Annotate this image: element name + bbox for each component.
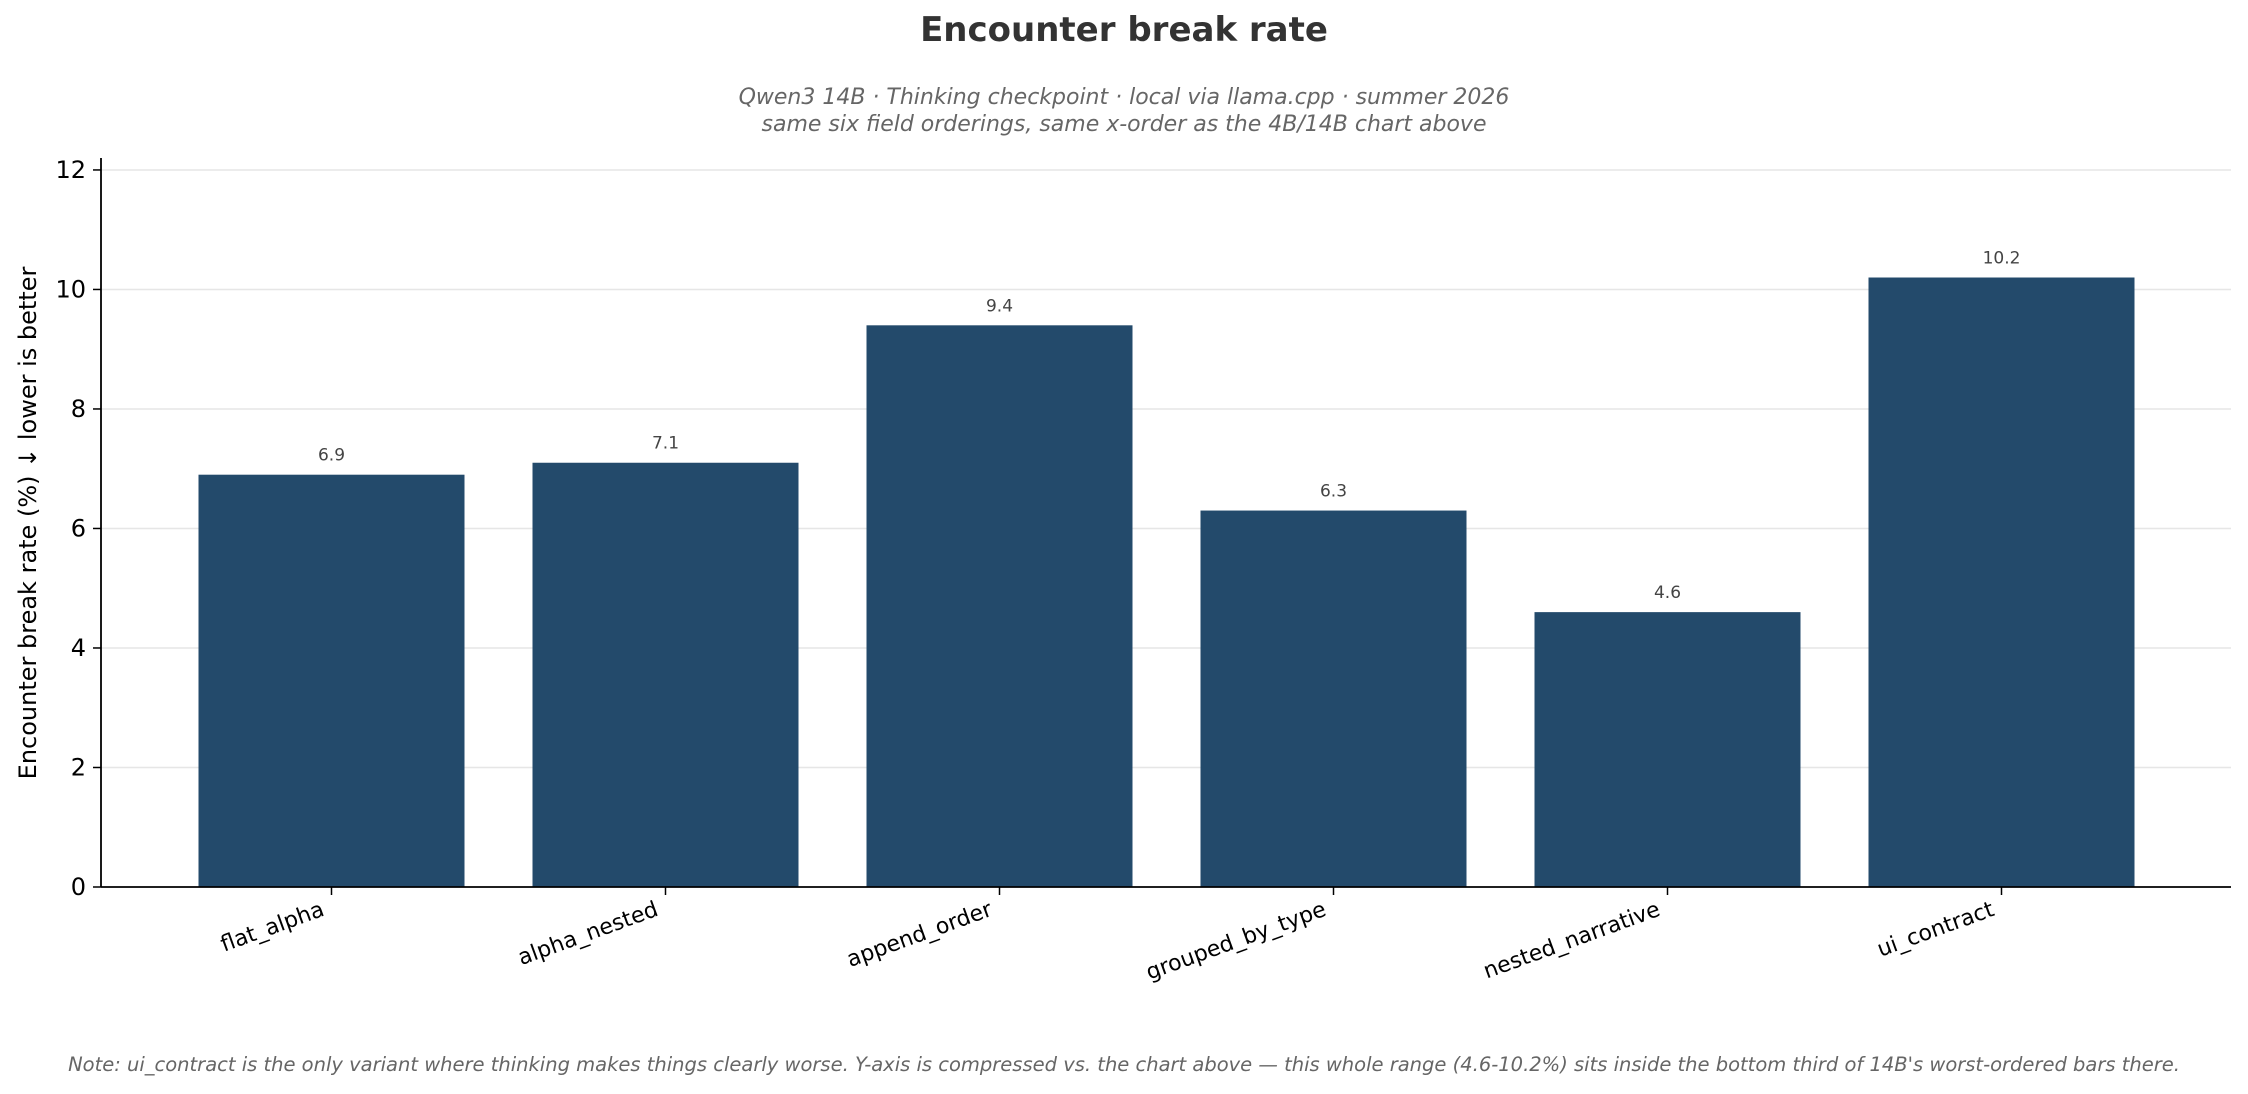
bars	[198, 277, 2135, 888]
x-tick-label: ui_contract	[1874, 897, 1998, 962]
y-tick-label: 2	[71, 753, 86, 781]
bar-grouped_by_type	[1200, 510, 1467, 887]
y-axis-label: Encounter break rate (%) ↓ lower is bett…	[14, 267, 42, 780]
chart-subtitle-line-1: Qwen3 14B · Thinking checkpoint · local …	[738, 85, 1510, 110]
y-tick-label: 6	[71, 514, 86, 542]
value-label: 6.9	[318, 446, 345, 466]
value-label: 4.6	[1654, 583, 1681, 603]
y-tick-label: 4	[71, 634, 86, 662]
bar-flat_alpha	[198, 474, 465, 887]
bar-alpha_nested	[532, 462, 799, 887]
y-tick-label: 0	[71, 873, 86, 901]
bar-nested_narrative	[1534, 612, 1801, 887]
chart-footnote: Note: ui_contract is the only variant wh…	[68, 1053, 2180, 1076]
bar-append_order	[866, 325, 1133, 887]
value-label: 6.3	[1320, 482, 1347, 502]
x-tick-label: nested_narrative	[1480, 897, 1663, 984]
y-tick-label: 10	[55, 275, 86, 303]
y-tick-label: 8	[71, 395, 86, 423]
chart-title: Encounter break rate	[920, 10, 1328, 50]
value-label: 7.1	[652, 434, 679, 454]
y-tick-label: 12	[55, 156, 86, 184]
x-tick-label: flat_alpha	[218, 897, 328, 957]
bar-ui_contract	[1868, 277, 2135, 888]
x-tick-label: append_order	[844, 897, 997, 973]
value-label: 10.2	[1983, 249, 2021, 269]
value-label: 9.4	[986, 296, 1013, 316]
x-tick-label: grouped_by_type	[1143, 897, 1330, 985]
chart-subtitle-line-2: same six field orderings, same x-order a…	[761, 112, 1487, 137]
value-labels: 6.9 7.1 9.4 6.3 4.6 10.2	[318, 249, 2020, 604]
x-tick-label: alpha_nested	[515, 897, 662, 971]
